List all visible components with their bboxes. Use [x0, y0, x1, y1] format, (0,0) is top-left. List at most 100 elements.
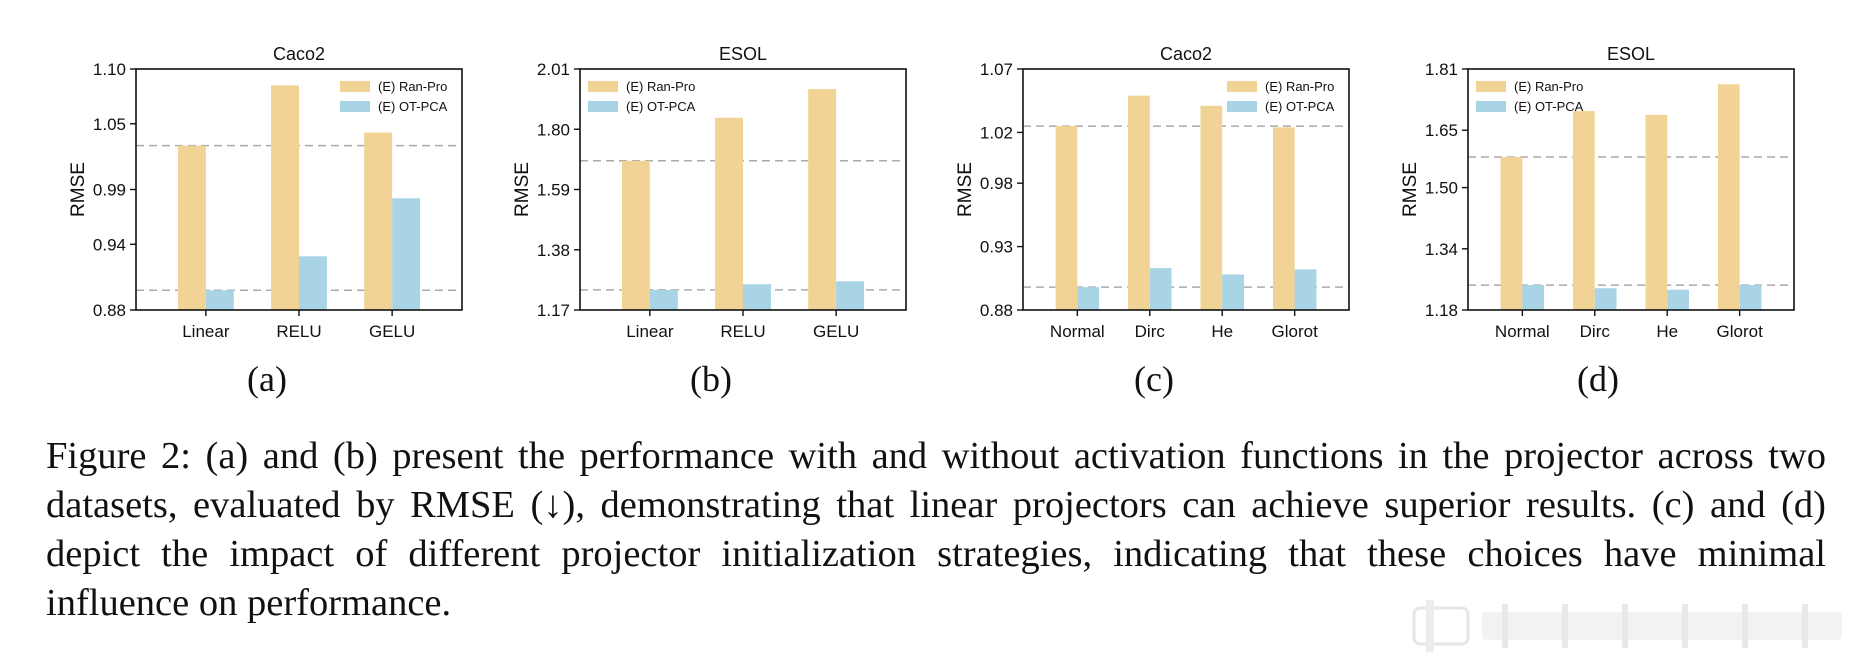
chart-title: Caco2: [273, 44, 325, 64]
watermark-logo: [1412, 600, 1842, 652]
bar-ot-pca-glorot: [1739, 285, 1762, 310]
legend-label: (E) OT-PCA: [1265, 99, 1335, 114]
chart-2: 1.17 1.38 1.59 1.80 2.01 Linear RELU GELU ESOL RM…: [512, 44, 907, 341]
bar-ot-pca-normal: [1077, 287, 1100, 310]
bar-ran-pro-glorot: [1717, 84, 1740, 310]
bar-ran-pro-linear: [177, 145, 206, 310]
x-tick-label: Glorot: [1272, 322, 1319, 341]
y-tick-label: 0.93: [980, 238, 1013, 257]
y-tick-label: 0.98: [980, 174, 1013, 193]
y-tick-label: 1.02: [980, 123, 1013, 142]
y-tick-label: 1.05: [93, 115, 126, 134]
bar-ran-pro-relu: [271, 85, 299, 310]
legend-label: (E) Ran-Pro: [626, 79, 695, 94]
chart-title: ESOL: [1607, 44, 1655, 64]
y-tick-label: 1.59: [537, 181, 570, 200]
bar-ran-pro-he: [1645, 114, 1668, 311]
legend-label: (E) OT-PCA: [626, 99, 696, 114]
y-tick-label: 1.18: [1425, 301, 1458, 320]
legend-swatch: [340, 101, 370, 112]
bar-ot-pca-normal: [1522, 285, 1545, 310]
x-tick-label: GELU: [369, 322, 415, 341]
bar-ran-pro-dirc: [1128, 95, 1150, 310]
y-tick-label: 1.17: [537, 301, 570, 320]
legend-label: (E) Ran-Pro: [1265, 79, 1334, 94]
x-tick-label: GELU: [813, 322, 859, 341]
bar-ran-pro-glorot: [1272, 127, 1295, 310]
y-tick-label: 2.01: [537, 60, 570, 79]
y-tick-label: 0.99: [93, 181, 126, 200]
legend-swatch: [1227, 101, 1257, 112]
y-tick-label: 1.65: [1425, 121, 1458, 140]
y-tick-label: 1.10: [93, 60, 126, 79]
plot-frame: [1467, 68, 1795, 311]
panel-label-a: (a): [247, 359, 287, 399]
y-tick-label: 1.50: [1425, 179, 1458, 198]
bar-ran-pro-gelu: [364, 132, 393, 310]
x-tick-label: RELU: [720, 322, 765, 341]
bar-ot-pca-relu: [299, 256, 327, 310]
x-tick-label: Linear: [182, 322, 230, 341]
plot-frame: [1022, 68, 1350, 311]
x-tick-label: Dirc: [1135, 322, 1166, 341]
bar-ot-pca-linear: [649, 289, 678, 310]
y-tick-label: 1.34: [1425, 240, 1458, 259]
bar-ot-pca-he: [1667, 289, 1689, 310]
panel-label-c: (c): [1134, 359, 1174, 399]
chart-4: 1.18 1.34 1.50 1.65 1.81 Normal Dirc He Glorot ES…: [1400, 44, 1795, 341]
legend-swatch: [588, 81, 618, 92]
panel-label-d: (d): [1577, 359, 1619, 399]
figure-caption: Figure 2: (a) and (b) present the perfor…: [46, 435, 1826, 624]
bar-ot-pca-relu: [743, 284, 771, 310]
bar-ran-pro-he: [1200, 105, 1223, 310]
y-tick-label: 1.80: [537, 120, 570, 139]
bar-ran-pro-relu: [715, 117, 743, 311]
x-tick-label: He: [1211, 322, 1233, 341]
x-tick-label: He: [1656, 322, 1678, 341]
bar-ot-pca-glorot: [1294, 269, 1317, 310]
bar-ot-pca-linear: [205, 290, 234, 310]
x-tick-label: RELU: [276, 322, 321, 341]
bar-ot-pca-dirc: [1594, 288, 1617, 310]
bar-ran-pro-linear: [621, 160, 650, 310]
bar-ot-pca-he: [1222, 274, 1244, 310]
x-tick-label: Normal: [1050, 322, 1105, 341]
chart-1: 0.88 0.94 0.99 1.05 1.10 Linear RELU GELU Caco2 R…: [68, 44, 463, 341]
bar-ot-pca-gelu: [836, 281, 865, 310]
x-tick-label: Dirc: [1580, 322, 1611, 341]
y-tick-label: 1.38: [537, 241, 570, 260]
charts-area: 0.88 0.94 0.99 1.05 1.10 Linear RELU GELU Caco2 R…: [68, 44, 1795, 341]
bar-ot-pca-gelu: [392, 198, 421, 310]
y-tick-label: 0.88: [93, 301, 126, 320]
legend-swatch: [1476, 101, 1506, 112]
bar-ot-pca-dirc: [1149, 268, 1172, 310]
y-axis-label: RMSE: [1400, 162, 1421, 217]
bar-ran-pro-normal: [1055, 126, 1078, 310]
bar-ran-pro-gelu: [808, 89, 837, 310]
y-tick-label: 1.07: [980, 60, 1013, 79]
chart-3: 0.88 0.93 0.98 1.02 1.07 Normal Dirc He Glorot Ca…: [955, 44, 1350, 341]
legend-label: (E) OT-PCA: [378, 99, 448, 114]
legend-label: (E) Ran-Pro: [1514, 79, 1583, 94]
legend-label: (E) OT-PCA: [1514, 99, 1584, 114]
chart-title: ESOL: [719, 44, 767, 64]
x-tick-label: Linear: [626, 322, 674, 341]
bar-ran-pro-normal: [1500, 156, 1523, 310]
legend-swatch: [588, 101, 618, 112]
y-axis-label: RMSE: [68, 162, 89, 217]
legend-swatch: [1227, 81, 1257, 92]
y-axis-label: RMSE: [955, 162, 976, 217]
y-axis-label: RMSE: [512, 162, 533, 217]
legend-label: (E) Ran-Pro: [378, 79, 447, 94]
chart-title: Caco2: [1160, 44, 1212, 64]
y-tick-label: 0.88: [980, 301, 1013, 320]
y-tick-label: 0.94: [93, 235, 126, 254]
y-tick-label: 1.81: [1425, 60, 1458, 79]
x-tick-label: Glorot: [1717, 322, 1764, 341]
legend-swatch: [1476, 81, 1506, 92]
bar-ran-pro-dirc: [1573, 111, 1595, 310]
panel-label-b: (b): [690, 359, 732, 399]
x-tick-label: Normal: [1495, 322, 1550, 341]
legend-swatch: [340, 81, 370, 92]
